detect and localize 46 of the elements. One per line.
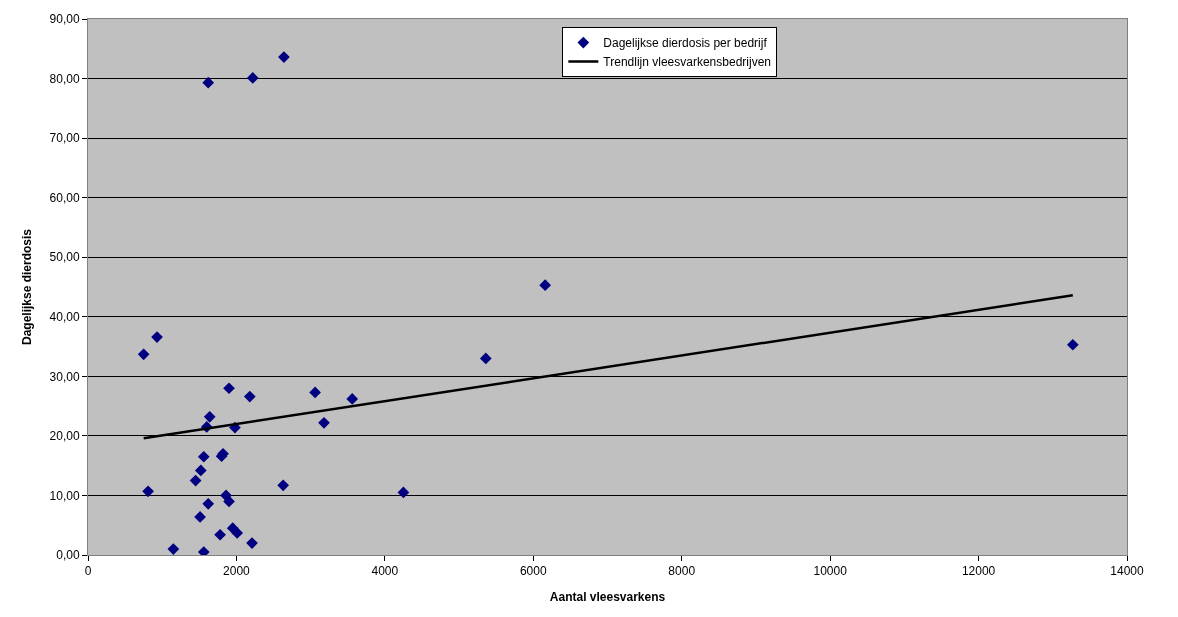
point <box>231 527 244 539</box>
point <box>197 450 210 463</box>
x-axis-title: Aantal vleesvarkens <box>549 590 666 605</box>
x-tick-label: 10000 <box>813 564 848 579</box>
point <box>479 352 492 365</box>
x-tick-label: 14000 <box>1110 564 1145 579</box>
point <box>214 528 226 541</box>
legend-label: Dagelijkse dierdosis per bedrijf <box>603 36 768 51</box>
point <box>246 72 259 84</box>
point <box>137 348 150 361</box>
x-tick-label: 4000 <box>371 564 399 579</box>
y-tick-label: 30,00 <box>49 369 80 384</box>
x-tick-label: 12000 <box>961 564 996 579</box>
point <box>203 410 216 423</box>
x-tick-label: 0 <box>84 564 92 579</box>
point <box>278 51 290 63</box>
point <box>1066 338 1079 351</box>
y-tick-label: 60,00 <box>49 190 80 205</box>
y-tick-label: 0,00 <box>56 548 80 563</box>
x-tick-label: 8000 <box>668 564 696 579</box>
point <box>223 382 235 395</box>
point <box>397 486 410 499</box>
point <box>318 416 330 429</box>
x-tick-label: 6000 <box>519 564 547 579</box>
point <box>539 279 552 292</box>
point <box>277 479 290 492</box>
point <box>167 543 180 555</box>
point <box>194 511 206 523</box>
y-tick-label: 20,00 <box>49 429 80 444</box>
point <box>202 497 215 510</box>
point <box>309 386 321 399</box>
y-tick-label: 90,00 <box>49 12 80 27</box>
y-axis-title: Dagelijkse dierdosis <box>19 228 34 346</box>
point <box>202 76 215 89</box>
y-tick-label: 80,00 <box>49 71 80 86</box>
point <box>346 393 359 405</box>
y-tick-label: 40,00 <box>49 309 80 324</box>
point <box>243 390 256 403</box>
x-tick-label: 2000 <box>223 564 251 579</box>
y-tick-label: 10,00 <box>49 488 80 503</box>
point <box>189 474 202 487</box>
legend-label: Trendlijn vleesvarkensbedrijven <box>603 55 771 70</box>
point <box>142 485 154 498</box>
y-tick-label: 50,00 <box>49 250 80 265</box>
point <box>194 464 207 477</box>
y-tick-label: 70,00 <box>49 131 80 146</box>
